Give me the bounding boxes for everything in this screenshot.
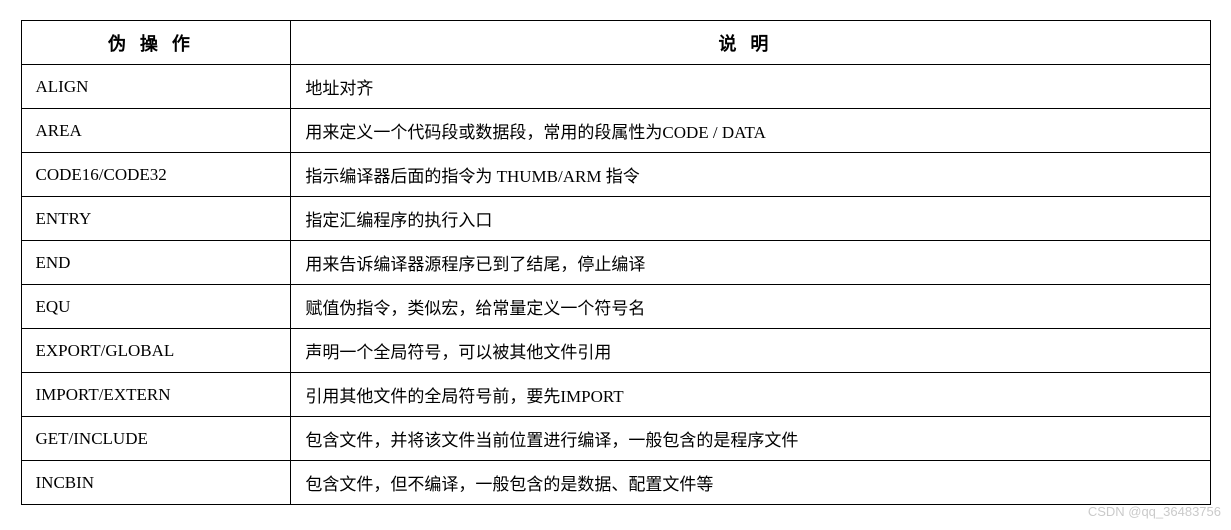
table-row: GET/INCLUDE 包含文件，并将该文件当前位置进行编译，一般包含的是程序文… — [21, 417, 1210, 461]
cell-operation: IMPORT/EXTERN — [21, 373, 291, 417]
cell-operation: END — [21, 241, 291, 285]
cell-operation: CODE16/CODE32 — [21, 153, 291, 197]
table-row: CODE16/CODE32 指示编译器后面的指令为 THUMB/ARM 指令 — [21, 153, 1210, 197]
cell-description: 声明一个全局符号，可以被其他文件引用 — [291, 329, 1210, 373]
table-row: END 用来告诉编译器源程序已到了结尾，停止编译 — [21, 241, 1210, 285]
watermark-text: CSDN @qq_36483756 — [1088, 504, 1221, 519]
table-row: EQU 赋值伪指令，类似宏，给常量定义一个符号名 — [21, 285, 1210, 329]
cell-operation: AREA — [21, 109, 291, 153]
cell-operation: INCBIN — [21, 461, 291, 505]
column-header-operation: 伪操作 — [21, 21, 291, 65]
table-header-row: 伪操作 说明 — [21, 21, 1210, 65]
table-row: ENTRY 指定汇编程序的执行入口 — [21, 197, 1210, 241]
table-row: INCBIN 包含文件，但不编译，一般包含的是数据、配置文件等 — [21, 461, 1210, 505]
cell-description: 包含文件，但不编译，一般包含的是数据、配置文件等 — [291, 461, 1210, 505]
cell-operation: ALIGN — [21, 65, 291, 109]
cell-description: 赋值伪指令，类似宏，给常量定义一个符号名 — [291, 285, 1210, 329]
table-row: IMPORT/EXTERN 引用其他文件的全局符号前，要先IMPORT — [21, 373, 1210, 417]
cell-description: 指示编译器后面的指令为 THUMB/ARM 指令 — [291, 153, 1210, 197]
cell-operation: ENTRY — [21, 197, 291, 241]
pseudo-ops-table: 伪操作 说明 ALIGN 地址对齐 AREA 用来定义一个代码段或数据段，常用的… — [21, 20, 1211, 505]
table-row: EXPORT/GLOBAL 声明一个全局符号，可以被其他文件引用 — [21, 329, 1210, 373]
cell-operation: EQU — [21, 285, 291, 329]
cell-description: 用来告诉编译器源程序已到了结尾，停止编译 — [291, 241, 1210, 285]
cell-operation: GET/INCLUDE — [21, 417, 291, 461]
cell-description: 指定汇编程序的执行入口 — [291, 197, 1210, 241]
cell-operation: EXPORT/GLOBAL — [21, 329, 291, 373]
cell-description: 地址对齐 — [291, 65, 1210, 109]
table-row: ALIGN 地址对齐 — [21, 65, 1210, 109]
cell-description: 引用其他文件的全局符号前，要先IMPORT — [291, 373, 1210, 417]
cell-description: 包含文件，并将该文件当前位置进行编译，一般包含的是程序文件 — [291, 417, 1210, 461]
cell-description: 用来定义一个代码段或数据段，常用的段属性为CODE / DATA — [291, 109, 1210, 153]
column-header-description: 说明 — [291, 21, 1210, 65]
table-row: AREA 用来定义一个代码段或数据段，常用的段属性为CODE / DATA — [21, 109, 1210, 153]
